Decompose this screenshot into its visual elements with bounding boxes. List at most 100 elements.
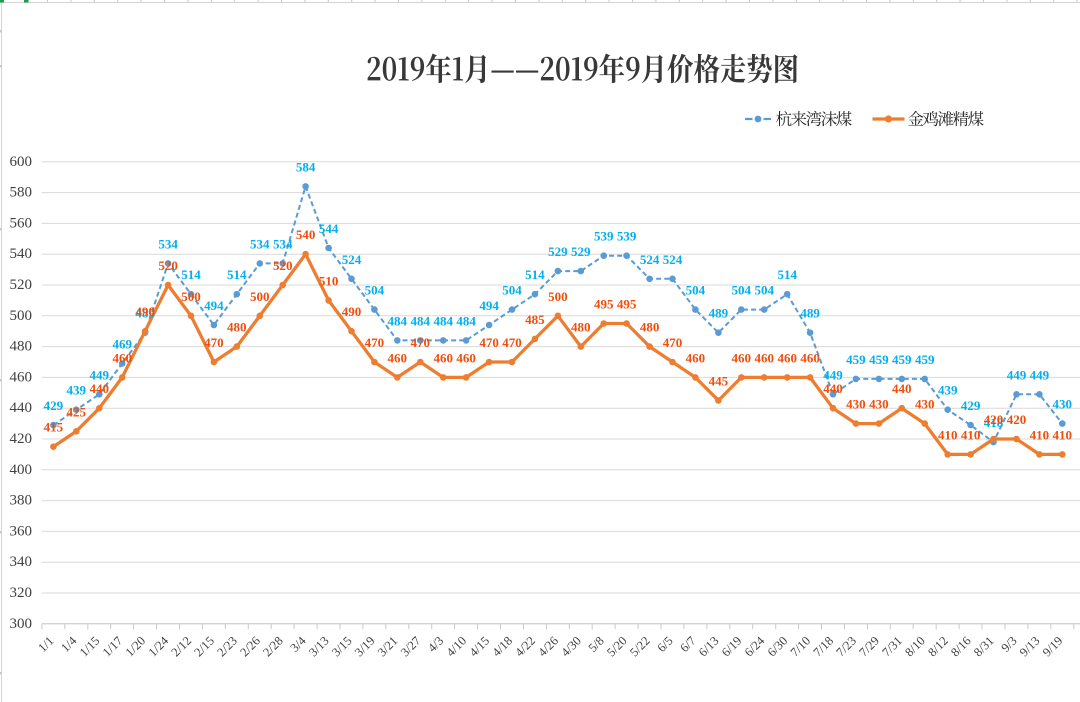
svg-text:500: 500	[548, 289, 568, 304]
svg-text:524: 524	[663, 252, 683, 267]
svg-text:429: 429	[961, 398, 981, 413]
svg-text:415: 415	[44, 420, 64, 435]
svg-text:540: 540	[296, 227, 316, 242]
svg-text:429: 429	[44, 398, 64, 413]
svg-text:320: 320	[10, 585, 33, 601]
svg-text:520: 520	[273, 258, 293, 273]
svg-text:489: 489	[135, 306, 155, 321]
svg-text:480: 480	[571, 320, 591, 335]
svg-text:449: 449	[1007, 367, 1027, 382]
svg-text:480: 480	[227, 320, 247, 335]
svg-text:514: 514	[525, 267, 545, 282]
svg-text:534: 534	[250, 236, 270, 251]
svg-text:514: 514	[777, 267, 797, 282]
svg-text:600: 600	[10, 154, 33, 170]
svg-text:459: 459	[892, 352, 912, 367]
svg-text:430: 430	[869, 397, 889, 412]
svg-text:524: 524	[640, 252, 660, 267]
svg-text:500: 500	[181, 289, 201, 304]
svg-text:300: 300	[10, 616, 33, 632]
svg-text:504: 504	[732, 283, 752, 298]
svg-text:459: 459	[915, 352, 935, 367]
svg-text:470: 470	[663, 335, 683, 350]
svg-text:520: 520	[158, 258, 178, 273]
svg-text:340: 340	[10, 554, 33, 570]
svg-text:420: 420	[984, 412, 1004, 427]
svg-text:485: 485	[525, 312, 545, 327]
svg-text:425: 425	[67, 404, 87, 419]
svg-text:489: 489	[709, 306, 729, 321]
svg-text:514: 514	[227, 267, 247, 282]
svg-text:524: 524	[342, 252, 362, 267]
svg-text:544: 544	[319, 221, 339, 236]
svg-text:489: 489	[800, 306, 820, 321]
svg-text:410: 410	[961, 427, 981, 442]
svg-text:410: 410	[1030, 427, 1050, 442]
svg-text:460: 460	[388, 350, 408, 365]
svg-text:459: 459	[869, 352, 889, 367]
svg-text:495: 495	[617, 297, 637, 312]
svg-text:584: 584	[296, 159, 316, 174]
svg-text:410: 410	[1053, 427, 1073, 442]
svg-text:534: 534	[273, 236, 293, 251]
svg-text:360: 360	[10, 523, 33, 539]
svg-text:504: 504	[365, 283, 385, 298]
svg-text:440: 440	[892, 381, 912, 396]
svg-text:460: 460	[732, 350, 752, 365]
svg-text:440: 440	[823, 381, 843, 396]
svg-text:470: 470	[479, 335, 499, 350]
svg-text:420: 420	[10, 431, 33, 447]
svg-text:430: 430	[846, 397, 866, 412]
svg-text:529: 529	[571, 244, 591, 259]
svg-text:500: 500	[10, 308, 33, 324]
svg-text:418: 418	[984, 415, 1004, 430]
svg-text:460: 460	[433, 350, 453, 365]
svg-text:430: 430	[915, 397, 935, 412]
svg-text:529: 529	[548, 244, 568, 259]
svg-text:440: 440	[10, 400, 33, 416]
svg-text:490: 490	[342, 304, 362, 319]
svg-text:460: 460	[10, 369, 33, 385]
svg-text:445: 445	[709, 374, 729, 389]
svg-text:484: 484	[411, 313, 431, 328]
svg-text:504: 504	[754, 283, 774, 298]
svg-text:504: 504	[502, 283, 522, 298]
svg-text:430: 430	[1053, 397, 1073, 412]
svg-text:460: 460	[112, 350, 132, 365]
svg-text:400: 400	[10, 462, 33, 478]
svg-text:440: 440	[90, 381, 110, 396]
svg-text:459: 459	[846, 352, 866, 367]
svg-text:484: 484	[388, 313, 408, 328]
svg-text:494: 494	[479, 298, 499, 313]
svg-text:460: 460	[456, 350, 476, 365]
svg-text:420: 420	[1007, 412, 1027, 427]
svg-text:540: 540	[10, 246, 33, 262]
svg-text:470: 470	[411, 335, 431, 350]
svg-text:560: 560	[10, 215, 33, 231]
svg-text:480: 480	[640, 320, 660, 335]
svg-text:539: 539	[594, 229, 614, 244]
svg-text:510: 510	[319, 273, 339, 288]
svg-text:449: 449	[823, 367, 843, 382]
svg-text:449: 449	[1030, 367, 1050, 382]
svg-text:539: 539	[617, 229, 637, 244]
svg-text:580: 580	[10, 185, 33, 201]
svg-text:439: 439	[67, 383, 87, 398]
svg-text:469: 469	[112, 337, 132, 352]
svg-text:460: 460	[777, 350, 797, 365]
svg-text:500: 500	[250, 289, 270, 304]
svg-text:449: 449	[90, 367, 110, 382]
svg-text:439: 439	[938, 383, 958, 398]
svg-text:470: 470	[502, 335, 522, 350]
svg-text:494: 494	[204, 298, 224, 313]
svg-text:514: 514	[181, 267, 201, 282]
svg-text:470: 470	[365, 335, 385, 350]
svg-text:534: 534	[158, 236, 178, 251]
svg-text:460: 460	[754, 350, 774, 365]
svg-text:504: 504	[686, 283, 706, 298]
svg-text:410: 410	[938, 427, 958, 442]
svg-text:484: 484	[456, 313, 476, 328]
svg-text:495: 495	[594, 297, 614, 312]
svg-text:480: 480	[10, 339, 33, 355]
svg-text:460: 460	[800, 350, 820, 365]
